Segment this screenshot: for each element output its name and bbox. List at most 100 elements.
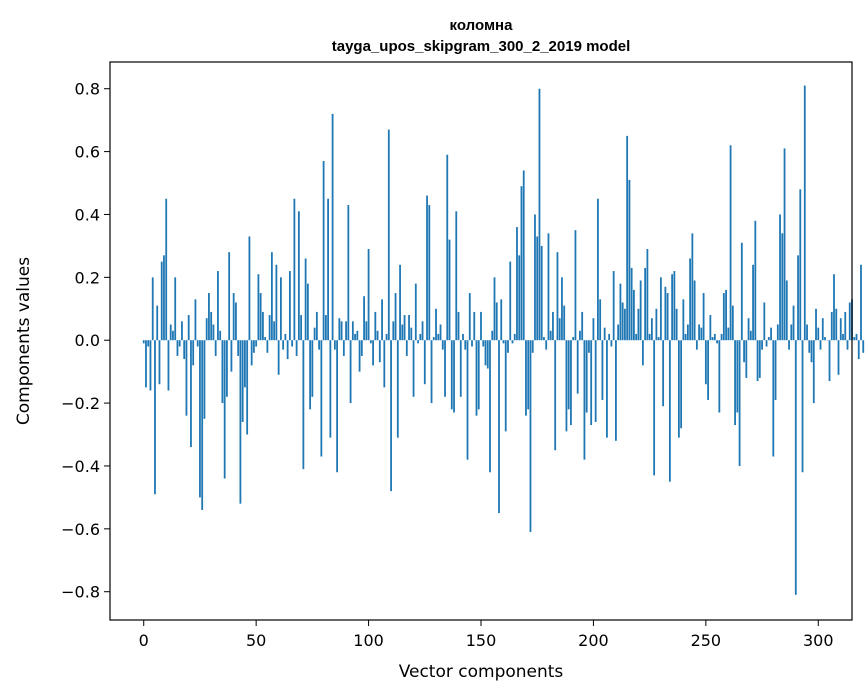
bar — [414, 283, 417, 341]
bar — [716, 340, 718, 344]
bar — [720, 333, 723, 341]
bar — [592, 318, 595, 341]
bar — [671, 274, 674, 341]
bar — [718, 340, 721, 413]
bar — [450, 340, 453, 410]
bar — [167, 340, 170, 391]
bar — [853, 337, 856, 341]
bar — [779, 214, 781, 341]
bar — [149, 340, 152, 391]
bar — [383, 340, 386, 388]
bar — [588, 340, 590, 353]
bar — [502, 340, 505, 344]
bar — [399, 264, 401, 341]
bar — [693, 280, 696, 341]
bar — [268, 315, 271, 341]
bar — [174, 277, 177, 341]
bar — [482, 340, 485, 347]
bar — [336, 340, 338, 473]
bar — [761, 340, 763, 350]
bar — [776, 324, 779, 341]
bar — [408, 315, 410, 341]
x-tick-label: 50 — [246, 631, 266, 650]
bar — [812, 340, 815, 404]
bar — [428, 205, 431, 341]
bar — [331, 113, 334, 341]
bar — [574, 230, 577, 341]
bar — [199, 340, 201, 498]
bar — [151, 277, 154, 341]
bar — [507, 340, 509, 353]
bar — [241, 340, 244, 422]
bar — [214, 340, 217, 356]
bar — [700, 327, 703, 341]
bar — [394, 293, 397, 341]
bar — [648, 333, 651, 341]
bar — [498, 340, 500, 514]
bar — [466, 340, 469, 460]
bar — [830, 311, 833, 341]
bar — [772, 340, 775, 457]
bar — [763, 302, 766, 341]
bar — [349, 340, 352, 404]
bar — [286, 340, 289, 360]
bar — [695, 340, 698, 350]
bar — [630, 267, 633, 341]
bar — [302, 340, 305, 470]
bar — [833, 274, 835, 341]
bar — [419, 333, 422, 341]
bar — [172, 330, 174, 341]
y-axis: −0.8 −0.6 −0.4 −0.2 0.0 0.2 0.4 0.6 0.8 — [61, 80, 110, 602]
y-tick-label: 0.8 — [75, 80, 100, 99]
bar — [489, 340, 491, 473]
bar — [803, 85, 806, 341]
bar — [617, 324, 620, 341]
bar — [444, 340, 446, 397]
bar — [725, 289, 727, 341]
bar — [828, 340, 831, 382]
x-tick-label: 100 — [353, 631, 384, 650]
bar — [691, 233, 694, 341]
bar — [378, 340, 381, 363]
bar — [770, 327, 772, 341]
bar — [295, 340, 298, 356]
bar — [637, 308, 640, 341]
bar — [410, 327, 413, 341]
x-tick-label: 150 — [466, 631, 497, 650]
bar — [646, 249, 649, 341]
bar — [727, 327, 730, 341]
bar — [201, 340, 204, 510]
bar — [345, 321, 347, 341]
bar — [619, 283, 622, 341]
bar — [156, 305, 159, 341]
bar — [621, 302, 624, 341]
bar — [680, 340, 683, 429]
bar — [253, 340, 255, 353]
bar — [626, 135, 629, 341]
bar — [558, 318, 561, 341]
bar — [462, 333, 464, 341]
bar — [520, 186, 523, 341]
bar — [662, 340, 665, 407]
bar — [477, 340, 480, 410]
y-tick-label: 0.2 — [75, 268, 100, 287]
bar — [217, 271, 219, 341]
bar — [819, 340, 822, 350]
bar — [356, 330, 359, 341]
bar — [165, 198, 168, 341]
bar — [781, 233, 784, 341]
bar — [835, 308, 838, 341]
bar — [585, 340, 588, 413]
x-tick-label: 300 — [803, 631, 834, 650]
bar — [145, 340, 147, 388]
bar — [212, 324, 215, 341]
bar — [509, 261, 512, 341]
bar — [837, 340, 840, 375]
bar — [808, 340, 811, 353]
bar — [210, 311, 213, 341]
bar — [686, 324, 689, 341]
bar — [360, 340, 363, 356]
bar — [266, 340, 269, 353]
bar — [232, 293, 235, 341]
bar — [547, 233, 550, 341]
